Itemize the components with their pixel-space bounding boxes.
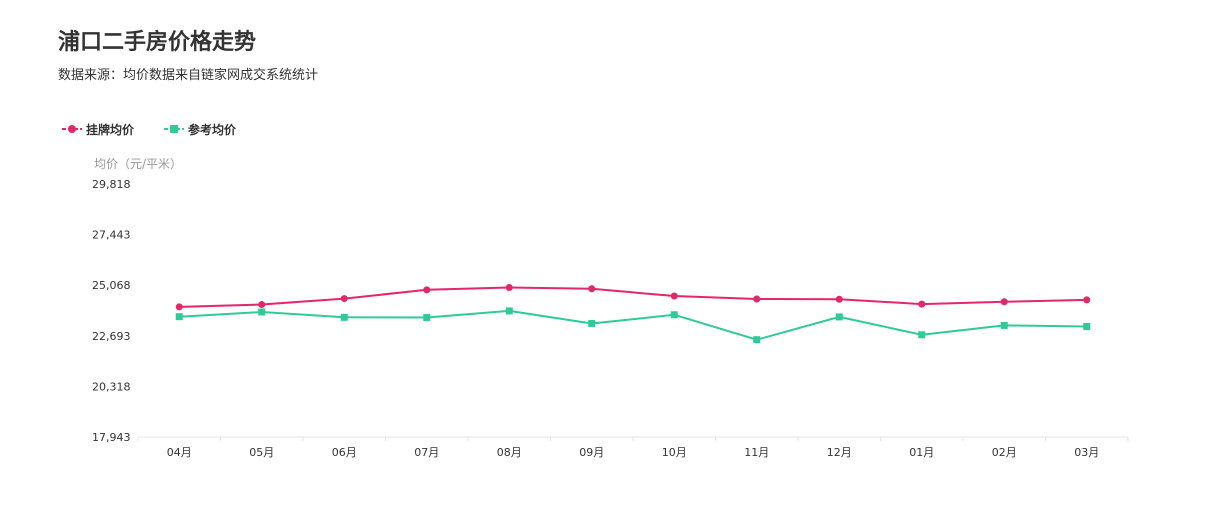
data-point-reference [258, 308, 266, 316]
x-tick-label: 04月 [167, 446, 192, 459]
data-point-reference [588, 320, 596, 328]
x-tick-label: 10月 [662, 446, 687, 459]
x-tick-label: 11月 [744, 446, 769, 459]
data-point-listing [340, 295, 348, 303]
page-title: 浦口二手房价格走势 [58, 30, 257, 55]
x-tick-label: 12月 [827, 446, 852, 459]
data-point-reference [753, 336, 761, 344]
y-tick-label: 17,943 [92, 431, 131, 444]
data-point-reference [423, 314, 431, 322]
x-tick-label: 05月 [249, 446, 274, 459]
data-point-listing [1083, 296, 1091, 304]
data-point-listing [918, 300, 926, 308]
data-point-listing [423, 286, 431, 294]
data-point-listing [1000, 298, 1008, 306]
y-tick-label: 27,443 [92, 229, 131, 242]
x-tick-label: 02月 [992, 446, 1017, 459]
chart-legend: 挂牌均价 参考均价 [62, 120, 266, 138]
data-point-reference [1000, 321, 1008, 329]
y-tick-label: 20,318 [92, 380, 131, 393]
legend-label-reference: 参考均价 [188, 122, 237, 137]
data-point-listing [670, 292, 678, 300]
data-point-reference [670, 311, 678, 319]
data-point-reference [175, 313, 183, 321]
legend-square-marker-icon [164, 125, 185, 133]
x-tick-label: 01月 [909, 446, 934, 459]
y-axis-label: 均价（元/平米） [94, 157, 183, 171]
y-tick-label: 29,818 [92, 178, 131, 191]
data-point-reference [505, 307, 513, 315]
x-tick-label: 08月 [497, 446, 522, 459]
legend-item-reference[interactable]: 参考均价 [164, 121, 236, 138]
data-point-reference [1083, 322, 1091, 330]
legend-item-listing[interactable]: 挂牌均价 [62, 121, 134, 138]
data-point-listing [175, 303, 183, 311]
data-point-reference [340, 313, 348, 321]
legend-label-listing: 挂牌均价 [86, 122, 135, 137]
data-point-listing [505, 284, 513, 292]
series-line-listing [179, 286, 1087, 308]
data-point-listing [753, 295, 761, 303]
data-point-listing [835, 295, 843, 303]
x-tick-label: 07月 [414, 446, 439, 459]
data-point-listing [588, 285, 596, 293]
x-tick-label: 06月 [332, 446, 357, 459]
legend-circle-marker-icon [62, 125, 82, 133]
data-source-note: 数据来源：均价数据来自链家网成交系统统计 [58, 68, 319, 83]
data-point-reference [918, 331, 926, 339]
y-tick-label: 25,068 [92, 279, 131, 292]
y-tick-label: 22,693 [92, 330, 131, 343]
x-tick-label: 09月 [579, 446, 604, 459]
data-point-reference [835, 313, 843, 321]
series-line-reference [179, 309, 1087, 341]
data-point-listing [258, 301, 266, 309]
x-tick-label: 03月 [1074, 446, 1099, 459]
